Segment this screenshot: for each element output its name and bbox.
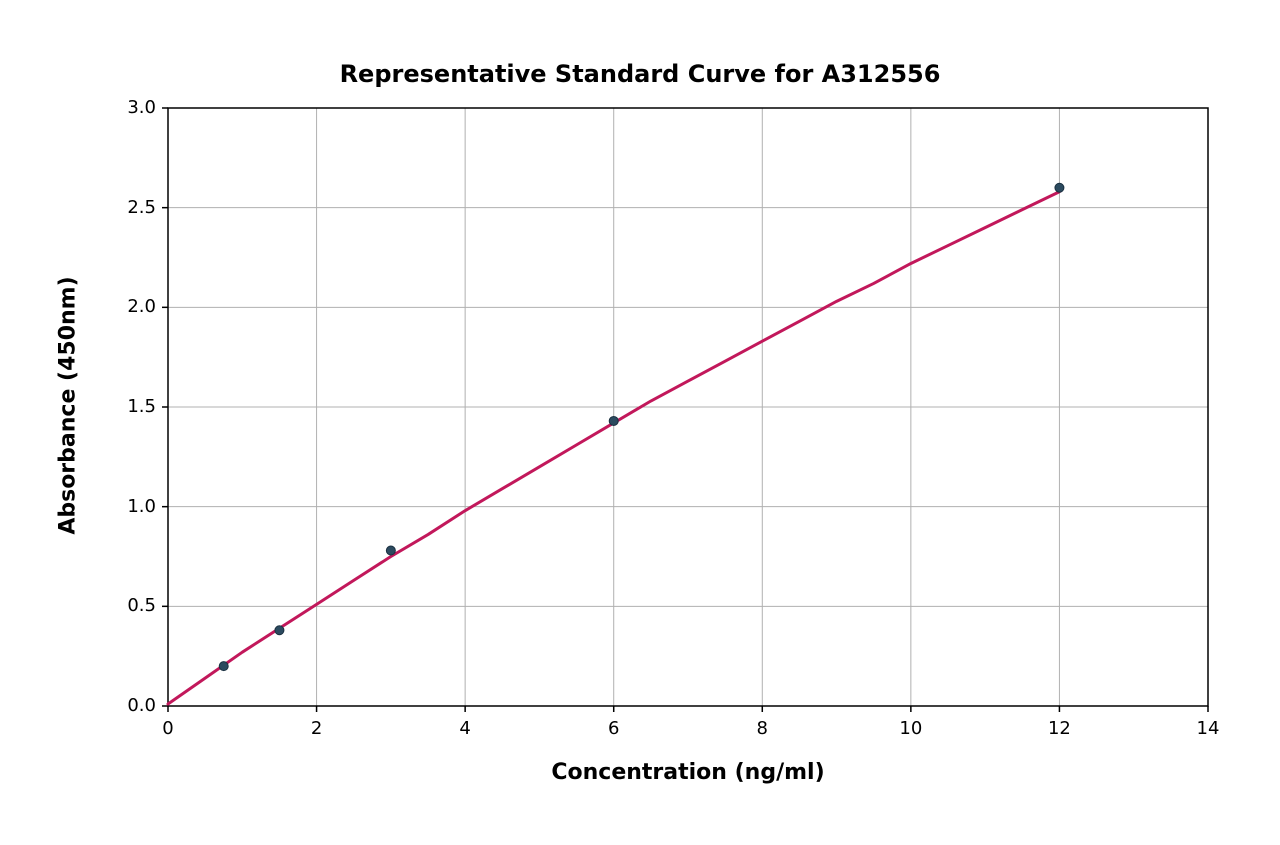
y-tick-label: 3.0 [108,97,156,118]
y-axis-label: Absorbance (450nm) [56,256,81,556]
x-tick-label: 12 [1034,718,1084,739]
plot-area [168,108,1208,706]
x-tick-label: 2 [292,718,342,739]
x-tick-label: 14 [1183,718,1233,739]
chart-svg [168,108,1208,706]
y-tick-label: 1.5 [108,396,156,417]
y-tick-label: 2.5 [108,197,156,218]
y-tick-label: 0.5 [108,595,156,616]
x-tick-label: 6 [589,718,639,739]
chart-title: Representative Standard Curve for A31255… [0,60,1280,88]
chart-container: Representative Standard Curve for A31255… [0,0,1280,845]
x-tick-label: 4 [440,718,490,739]
x-tick-label: 10 [886,718,936,739]
x-tick-label: 0 [143,718,193,739]
x-axis-label: Concentration (ng/ml) [168,760,1208,785]
x-tick-label: 8 [737,718,787,739]
y-tick-label: 2.0 [108,296,156,317]
y-tick-label: 0.0 [108,695,156,716]
y-tick-label: 1.0 [108,496,156,517]
